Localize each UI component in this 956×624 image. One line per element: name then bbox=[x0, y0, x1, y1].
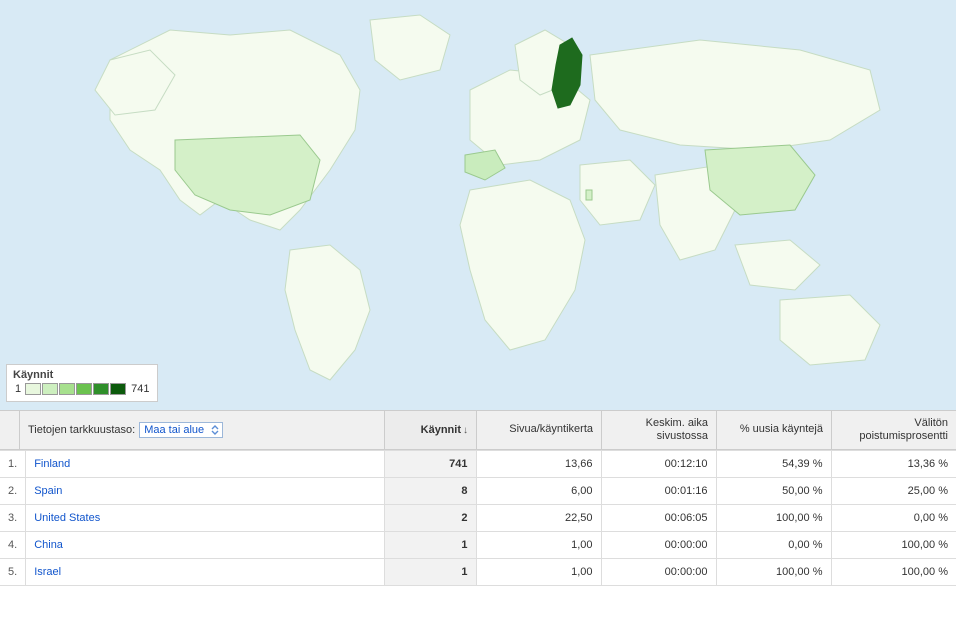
column-header-visits[interactable]: Käynnit ↓ bbox=[384, 411, 476, 449]
row-new-visitors: 54,39 % bbox=[716, 451, 831, 478]
row-visits: 8 bbox=[384, 478, 476, 505]
legend-min: 1 bbox=[13, 383, 23, 395]
country-link[interactable]: United States bbox=[34, 512, 100, 524]
column-header-new-visitors[interactable]: % uusia käyntejä bbox=[716, 411, 831, 449]
table-row: 3. United States 222,5000:06:05100,00 %0,0… bbox=[0, 505, 956, 532]
column-header-avg-time[interactable]: Keskim. aika sivustossa bbox=[601, 411, 716, 449]
sort-arrow-down-icon: ↓ bbox=[463, 425, 468, 436]
column-header-bounce[interactable]: Välitön poistumisprosentti bbox=[831, 411, 956, 449]
header-index-spacer bbox=[0, 411, 20, 449]
country-link[interactable]: China bbox=[34, 539, 63, 551]
row-visits: 1 bbox=[384, 559, 476, 586]
detail-level-control: Tietojen tarkkuustaso: Maa tai alue bbox=[20, 411, 384, 449]
row-bounce: 13,36 % bbox=[831, 451, 956, 478]
world-map[interactable]: Käynnit 1 741 bbox=[0, 0, 956, 410]
table-row: 4. China 11,0000:00:000,00 %100,00 % bbox=[0, 532, 956, 559]
row-country-cell: China bbox=[26, 532, 384, 559]
row-bounce: 100,00 % bbox=[831, 532, 956, 559]
country-link[interactable]: Israel bbox=[34, 566, 61, 578]
row-pages-per-visit: 22,50 bbox=[476, 505, 601, 532]
row-pages-per-visit: 13,66 bbox=[476, 451, 601, 478]
row-avg-time: 00:00:00 bbox=[601, 559, 716, 586]
row-country-cell: Finland bbox=[26, 451, 384, 478]
row-index: 5. bbox=[0, 559, 26, 586]
table-row: 5.Israel11,0000:00:00100,00 %100,00 % bbox=[0, 559, 956, 586]
row-country-cell: Spain bbox=[26, 478, 384, 505]
detail-level-select[interactable]: Maa tai alue bbox=[139, 422, 223, 438]
row-pages-per-visit: 1,00 bbox=[476, 559, 601, 586]
legend-max: 741 bbox=[129, 383, 151, 395]
column-header-pages-per-visit[interactable]: Sivua/käyntikerta bbox=[476, 411, 601, 449]
row-avg-time: 00:00:00 bbox=[601, 532, 716, 559]
row-pages-per-visit: 6,00 bbox=[476, 478, 601, 505]
row-index: 1. bbox=[0, 451, 26, 478]
country-link[interactable]: Spain bbox=[34, 485, 62, 497]
data-table: 1.Finland74113,6600:12:1054,39 %13,36 %2… bbox=[0, 450, 956, 586]
table-row: 2. Spain 86,0000:01:1650,00 %25,00 % bbox=[0, 478, 956, 505]
legend-scale: 1 741 bbox=[13, 383, 151, 395]
legend-title: Käynnit bbox=[13, 369, 151, 381]
row-new-visitors: 0,00 % bbox=[716, 532, 831, 559]
detail-level-label: Tietojen tarkkuustaso: bbox=[28, 424, 135, 436]
row-country-cell: United States bbox=[26, 505, 384, 532]
row-new-visitors: 100,00 % bbox=[716, 559, 831, 586]
row-index: 3. bbox=[0, 505, 26, 532]
map-svg bbox=[0, 0, 956, 410]
row-pages-per-visit: 1,00 bbox=[476, 532, 601, 559]
row-avg-time: 00:01:16 bbox=[601, 478, 716, 505]
row-index: 4. bbox=[0, 532, 26, 559]
legend-swatches bbox=[25, 383, 127, 395]
row-bounce: 25,00 % bbox=[831, 478, 956, 505]
row-new-visitors: 100,00 % bbox=[716, 505, 831, 532]
row-avg-time: 00:12:10 bbox=[601, 451, 716, 478]
row-visits: 741 bbox=[384, 451, 476, 478]
row-bounce: 100,00 % bbox=[831, 559, 956, 586]
row-index: 2. bbox=[0, 478, 26, 505]
row-country-cell: Israel bbox=[26, 559, 384, 586]
table-header-row: Tietojen tarkkuustaso: Maa tai alue Käyn… bbox=[0, 410, 956, 450]
country-link[interactable]: Finland bbox=[34, 458, 70, 470]
map-legend: Käynnit 1 741 bbox=[6, 364, 158, 402]
row-visits: 1 bbox=[384, 532, 476, 559]
row-bounce: 0,00 % bbox=[831, 505, 956, 532]
row-visits: 2 bbox=[384, 505, 476, 532]
table-row: 1. Finland 74113,6600:12:1054,39 %13,36 % bbox=[0, 451, 956, 478]
row-avg-time: 00:06:05 bbox=[601, 505, 716, 532]
row-new-visitors: 50,00 % bbox=[716, 478, 831, 505]
